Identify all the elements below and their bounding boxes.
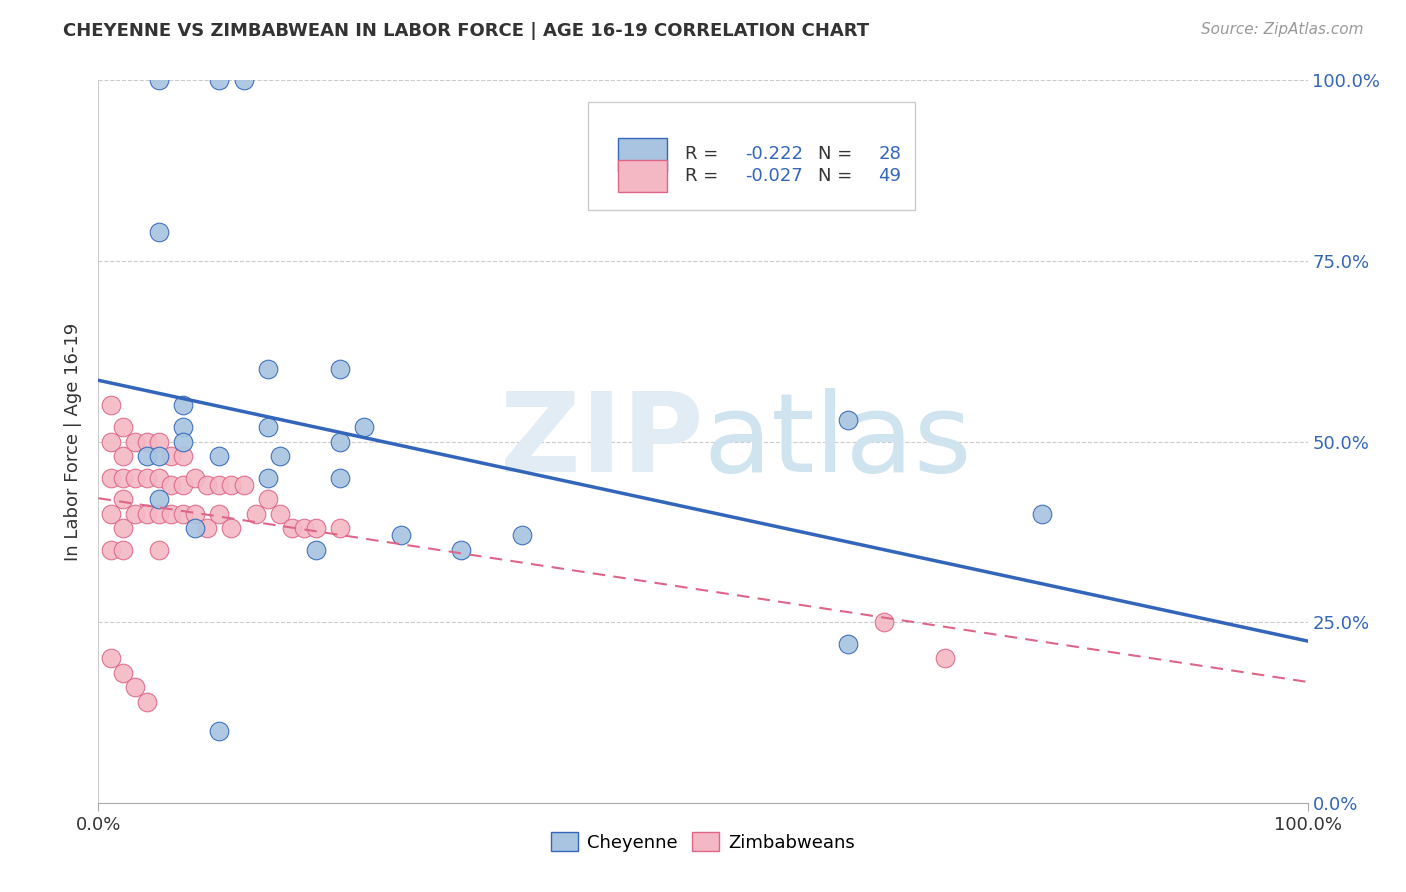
Point [100,507,122,521]
Point [305,521,328,535]
Point [305,542,328,557]
Point [100,398,122,412]
Text: 49: 49 [879,167,901,185]
Point [135,507,157,521]
Text: R =: R = [685,145,724,163]
Point [135,695,157,709]
Text: R =: R = [685,167,724,185]
Point [195,478,218,492]
Point [934,651,956,665]
Point [124,470,146,484]
Point [148,507,170,521]
Point [124,434,146,449]
Point [100,434,122,449]
Point [148,470,170,484]
Point [221,478,243,492]
Point [450,542,472,557]
FancyBboxPatch shape [619,160,666,193]
Point [148,434,170,449]
Point [329,362,352,376]
Point [135,470,157,484]
Point [111,492,134,507]
Point [135,449,157,463]
Point [329,470,352,484]
Text: N =: N = [818,167,858,185]
Point [256,362,278,376]
Point [111,542,134,557]
Point [232,73,254,87]
Point [148,225,170,239]
Point [111,521,134,535]
Point [172,420,194,434]
Point [329,434,352,449]
Point [184,470,207,484]
Point [329,521,352,535]
Text: -0.027: -0.027 [745,167,803,185]
Point [232,478,254,492]
Point [281,521,304,535]
Point [148,73,170,87]
Point [111,420,134,434]
Point [124,680,146,694]
Point [160,449,183,463]
Point [184,521,207,535]
FancyBboxPatch shape [619,138,666,170]
Point [172,398,194,412]
Point [208,449,231,463]
Point [160,507,183,521]
Point [353,420,375,434]
Point [111,470,134,484]
Point [221,521,243,535]
Point [100,542,122,557]
Point [510,528,533,542]
Point [100,470,122,484]
Legend: Cheyenne, Zimbabweans: Cheyenne, Zimbabweans [544,825,862,859]
Text: 28: 28 [879,145,901,163]
Text: Source: ZipAtlas.com: Source: ZipAtlas.com [1201,22,1364,37]
Point [292,521,315,535]
Point [873,615,896,630]
Point [172,449,194,463]
Point [100,651,122,665]
Point [245,507,267,521]
Point [837,637,859,651]
Point [1031,507,1053,521]
Text: N =: N = [818,145,858,163]
Point [172,478,194,492]
Point [111,665,134,680]
Point [269,507,291,521]
Point [269,449,291,463]
Point [111,449,134,463]
Point [837,413,859,427]
Point [172,507,194,521]
Point [172,434,194,449]
Point [160,478,183,492]
Point [208,478,231,492]
Point [184,507,207,521]
Point [208,73,231,87]
Text: -0.222: -0.222 [745,145,803,163]
Point [389,528,412,542]
Point [148,542,170,557]
Y-axis label: In Labor Force | Age 16-19: In Labor Force | Age 16-19 [65,322,83,561]
Point [195,521,218,535]
FancyBboxPatch shape [588,102,915,211]
Text: atlas: atlas [703,388,972,495]
Point [208,507,231,521]
Point [148,449,170,463]
Point [208,723,231,738]
Point [256,492,278,507]
Point [135,434,157,449]
Text: CHEYENNE VS ZIMBABWEAN IN LABOR FORCE | AGE 16-19 CORRELATION CHART: CHEYENNE VS ZIMBABWEAN IN LABOR FORCE | … [63,22,869,40]
Point [256,470,278,484]
Point [256,420,278,434]
Point [148,492,170,507]
Point [124,507,146,521]
Text: ZIP: ZIP [499,388,703,495]
